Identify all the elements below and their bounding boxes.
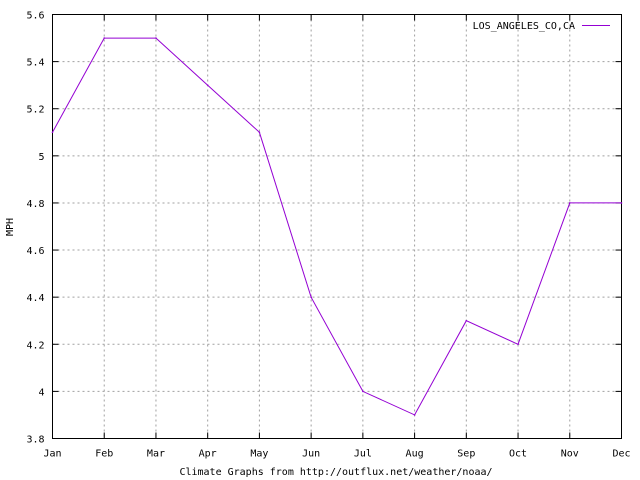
y-tick-label: 5 xyxy=(38,152,44,163)
y-tick-label: 5.4 xyxy=(26,58,44,69)
y-tick-label: 4.6 xyxy=(26,246,44,257)
legend: LOS_ANGELES_CO,CA xyxy=(473,21,610,32)
y-tick-label: 4.4 xyxy=(26,293,44,304)
data-point xyxy=(465,319,468,322)
x-tick-label: Feb xyxy=(95,449,113,460)
data-point xyxy=(155,37,157,39)
data-point xyxy=(103,37,106,39)
x-axis-label: Climate Graphs from http://outflux.net/w… xyxy=(179,467,492,478)
series-line xyxy=(52,37,622,416)
y-tick-label: 3.8 xyxy=(26,435,44,446)
x-tick-label: Sep xyxy=(457,449,475,460)
y-tick-labels: 3.8 4 4.2 4.4 4.6 4.8 5 5.2 5.4 5.6 xyxy=(26,11,44,446)
grid-lines xyxy=(52,14,622,439)
x-tick-label: Apr xyxy=(199,449,217,460)
axis-ticks xyxy=(52,14,622,439)
data-point xyxy=(258,131,261,134)
legend-label: LOS_ANGELES_CO,CA xyxy=(473,21,575,32)
x-tick-label: Jun xyxy=(302,449,320,460)
y-tick-label: 5.2 xyxy=(26,105,44,116)
series-layer xyxy=(51,37,623,416)
data-point xyxy=(620,202,623,204)
data-point xyxy=(206,84,209,86)
x-tick-label: Mar xyxy=(147,449,165,460)
x-tick-label: Oct xyxy=(509,449,527,460)
x-tick-label: Nov xyxy=(561,449,579,460)
x-tick-label: Jul xyxy=(354,449,372,460)
x-tick-label: May xyxy=(250,449,268,460)
data-point xyxy=(310,296,312,298)
plot-frame xyxy=(52,14,622,439)
x-tick-label: Dec xyxy=(612,449,630,460)
x-tick-labels: Jan Feb Mar Apr May Jun Jul Aug Sep Oct Nov Dec xyxy=(43,449,630,460)
y-tick-label: 5.6 xyxy=(26,11,44,22)
x-tick-label: Jan xyxy=(43,449,61,460)
data-point xyxy=(51,131,54,134)
data-point xyxy=(517,343,519,346)
x-tick-label: Aug xyxy=(406,449,424,460)
y-axis-label: MPH xyxy=(5,218,16,236)
data-point xyxy=(568,202,571,204)
y-tick-label: 4.8 xyxy=(26,199,44,210)
y-tick-label: 4.2 xyxy=(26,340,44,351)
data-point xyxy=(413,414,416,416)
y-tick-label: 4 xyxy=(38,387,44,398)
data-point xyxy=(362,390,364,393)
